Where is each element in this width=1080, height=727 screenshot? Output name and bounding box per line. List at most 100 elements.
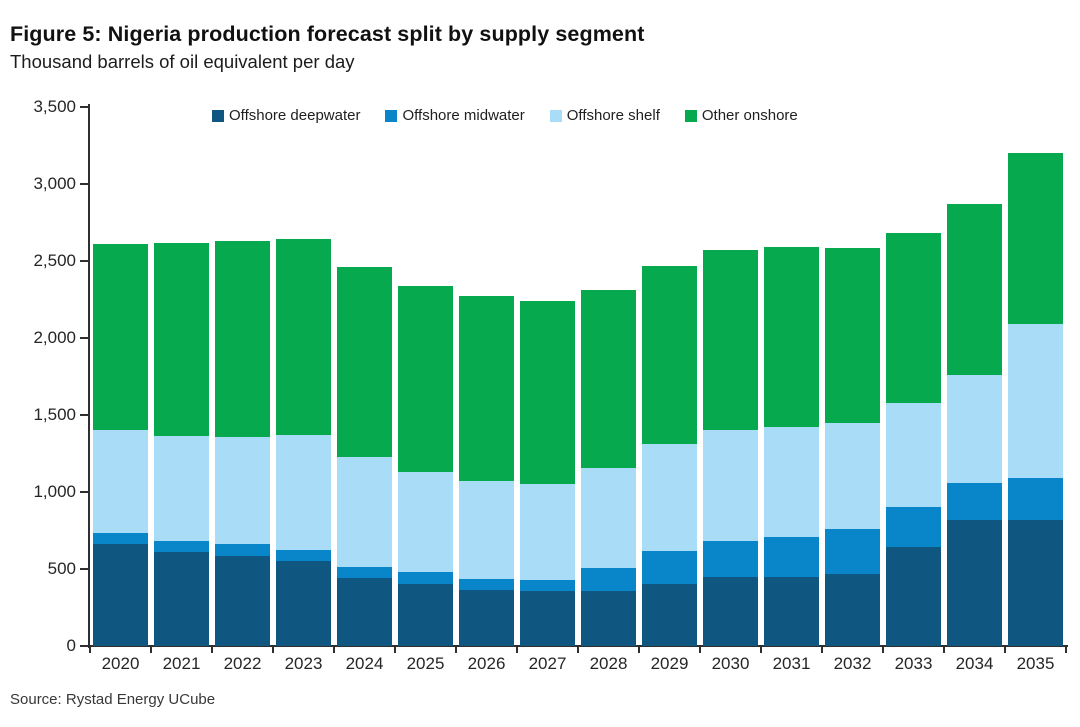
legend-label-offshore-shelf: Offshore shelf <box>566 107 660 124</box>
bar-2032-offshore-shelf-segment <box>825 423 880 529</box>
bar-2021-offshore-midwater-segment <box>154 540 209 553</box>
bar-2026-offshore-shelf-segment <box>459 481 514 579</box>
y-axis-tick-500 <box>80 568 88 570</box>
bar-2020-offshore-shelf-segment <box>93 430 148 533</box>
bar-2031-other-onshore-segment <box>764 247 819 427</box>
x-axis-label-2033: 2033 <box>894 654 933 673</box>
y-axis-tick-1-000 <box>80 491 88 493</box>
bar-2035-other-onshore-segment <box>1008 153 1063 325</box>
bar-2030-offshore-deepwater-segment <box>703 576 758 646</box>
legend-label-offshore-deepwater: Offshore deepwater <box>229 107 361 124</box>
x-axis-label-2028: 2028 <box>589 654 628 673</box>
chart-legend: Offshore deepwater Offshore midwater Offsh… <box>212 107 798 124</box>
y-axis-tick-2-000 <box>80 337 88 339</box>
bar-2029-offshore-midwater-segment <box>642 551 697 584</box>
bar-2026-other-onshore-segment <box>459 296 514 482</box>
x-axis-tick-6 <box>455 647 457 653</box>
y-axis-label-0: 0 <box>66 636 76 655</box>
bar-2028-other-onshore-segment <box>581 290 636 469</box>
bar-2023-offshore-midwater-segment <box>276 549 331 562</box>
y-axis-tick-2-500 <box>80 260 88 262</box>
legend-swatch-icon-offshore-deepwater <box>212 109 224 122</box>
bar-2026-offshore-midwater-segment <box>459 579 514 590</box>
x-axis-tick-4 <box>333 647 335 653</box>
bar-2027-offshore-deepwater-segment <box>520 590 575 646</box>
y-axis-line <box>88 104 90 648</box>
x-axis-tick-0 <box>89 647 91 653</box>
bar-2028-offshore-deepwater-segment <box>581 590 636 646</box>
x-axis-label-2029: 2029 <box>650 654 689 673</box>
x-axis-label-2025: 2025 <box>406 654 445 673</box>
bar-2021-offshore-shelf-segment <box>154 435 209 541</box>
legend-swatch-icon-offshore-shelf <box>549 109 562 122</box>
legend-swatch-icon-other-onshore <box>684 109 697 122</box>
bar-2024-other-onshore-segment <box>337 267 392 458</box>
y-axis-label-2-000: 2,000 <box>33 328 76 347</box>
bar-2028-offshore-midwater-segment <box>581 568 636 591</box>
bar-2031-offshore-midwater-segment <box>764 536 819 578</box>
bar-2024-offshore-deepwater-segment <box>337 578 392 646</box>
y-axis-tick-3-500 <box>80 106 88 108</box>
x-axis-line <box>86 645 1068 647</box>
y-axis-label-1-500: 1,500 <box>33 405 76 424</box>
x-axis-label-2023: 2023 <box>284 654 323 673</box>
legend-swatch-icon-offshore-midwater <box>385 109 398 122</box>
y-axis-label-2-500: 2,500 <box>33 251 76 270</box>
y-axis-label-1-000: 1,000 <box>33 482 76 501</box>
y-axis-label-500: 500 <box>47 559 76 578</box>
bar-2032-other-onshore-segment <box>825 247 880 424</box>
bar-2022-offshore-deepwater-segment <box>215 555 270 646</box>
bar-2024-offshore-midwater-segment <box>337 567 392 579</box>
bar-2025-offshore-shelf-segment <box>398 471 453 573</box>
bar-2022-offshore-shelf-segment <box>215 437 270 545</box>
x-axis-tick-10 <box>699 647 701 653</box>
bar-2030-other-onshore-segment <box>703 250 758 431</box>
bar-2034-offshore-shelf-segment <box>947 374 1002 483</box>
bar-2031-offshore-shelf-segment <box>764 426 819 537</box>
source-note: Source: Rystad Energy UCube <box>10 691 216 708</box>
figure-subtitle: Thousand barrels of oil equivalent per d… <box>10 51 355 72</box>
bar-2032-offshore-midwater-segment <box>825 528 880 574</box>
x-axis-tick-3 <box>272 647 274 653</box>
bar-2035-offshore-deepwater-segment <box>1008 519 1063 646</box>
y-axis-tick-3-000 <box>80 183 88 185</box>
legend-item-offshore-deepwater: Offshore deepwater <box>212 107 360 124</box>
bar-2029-offshore-deepwater-segment <box>642 583 697 646</box>
bar-2025-offshore-deepwater-segment <box>398 583 453 646</box>
bar-2021-other-onshore-segment <box>154 242 209 436</box>
x-axis-tick-1 <box>150 647 152 653</box>
legend-label-other-onshore: Other onshore <box>701 107 798 124</box>
legend-label-offshore-midwater: Offshore midwater <box>402 107 525 124</box>
legend-item-offshore-midwater: Offshore midwater <box>385 107 525 124</box>
figure-title: Figure 5: Nigeria production forecast sp… <box>10 22 645 46</box>
bar-2024-offshore-shelf-segment <box>337 457 392 568</box>
bar-2031-offshore-deepwater-segment <box>764 577 819 646</box>
bar-2020-offshore-deepwater-segment <box>93 543 148 646</box>
y-axis-label-3-500: 3,500 <box>33 97 76 116</box>
bar-2026-offshore-deepwater-segment <box>459 589 514 646</box>
x-axis-label-2031: 2031 <box>772 654 811 673</box>
bar-2021-offshore-deepwater-segment <box>154 552 209 646</box>
bar-2029-other-onshore-segment <box>642 266 697 445</box>
bar-2035-offshore-shelf-segment <box>1008 324 1063 479</box>
x-axis-label-2020: 2020 <box>101 654 140 673</box>
x-axis-label-2022: 2022 <box>223 654 262 673</box>
bar-2033-offshore-deepwater-segment <box>886 546 941 646</box>
bar-2027-offshore-midwater-segment <box>520 579 575 591</box>
bar-2035-offshore-midwater-segment <box>1008 478 1063 520</box>
bar-2028-offshore-shelf-segment <box>581 468 636 569</box>
x-axis-tick-11 <box>760 647 762 653</box>
y-axis-tick-1-500 <box>80 414 88 416</box>
bar-2033-offshore-midwater-segment <box>886 507 941 547</box>
bar-2030-offshore-shelf-segment <box>703 430 758 541</box>
x-axis-tick-13 <box>882 647 884 653</box>
x-axis-label-2030: 2030 <box>711 654 750 673</box>
bar-2027-offshore-shelf-segment <box>520 483 575 580</box>
x-axis-tick-5 <box>394 647 396 653</box>
x-axis-label-2035: 2035 <box>1016 654 1055 673</box>
x-axis-label-2027: 2027 <box>528 654 567 673</box>
bar-2029-offshore-shelf-segment <box>642 444 697 552</box>
bar-2032-offshore-deepwater-segment <box>825 573 880 646</box>
